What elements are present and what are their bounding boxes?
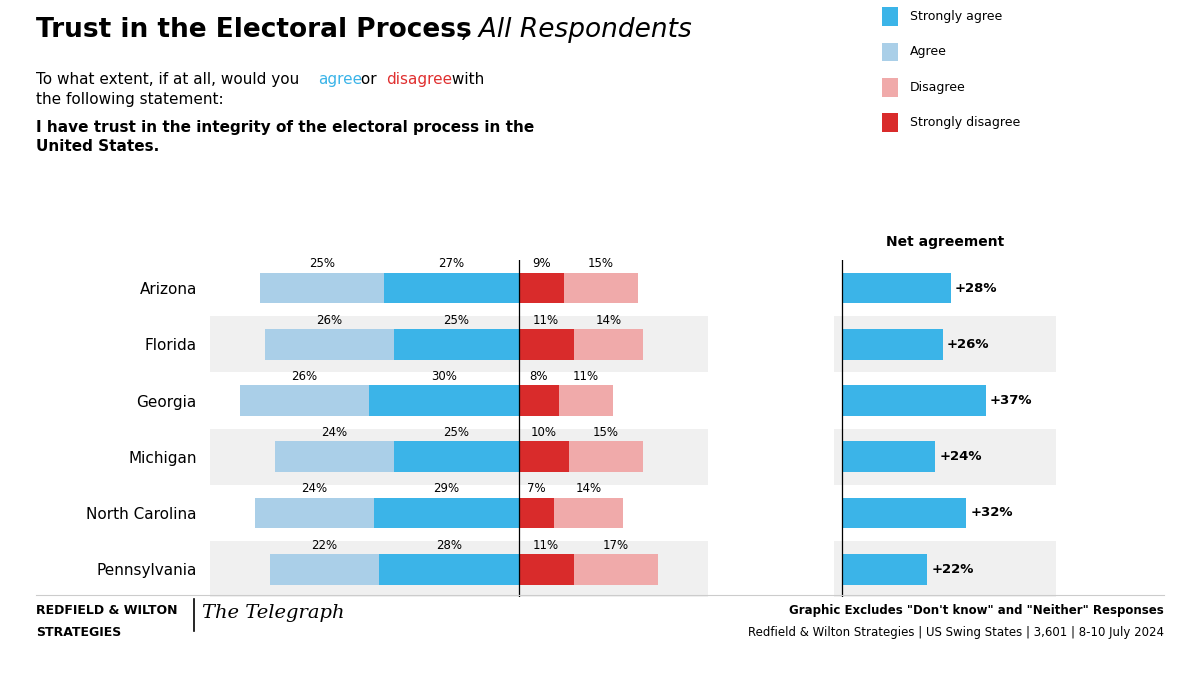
Text: agree: agree [318, 72, 362, 87]
Text: the following statement:: the following statement: [36, 92, 223, 107]
Text: 7%: 7% [527, 482, 546, 495]
Text: 29%: 29% [433, 482, 460, 495]
Text: Disagree: Disagree [910, 80, 965, 94]
Text: 14%: 14% [576, 482, 601, 495]
Bar [574, 329, 643, 360]
Bar [275, 441, 395, 472]
Text: Redfield & Wilton Strategies | US Swing States | 3,601 | 8-10 July 2024: Redfield & Wilton Strategies | US Swing … [748, 626, 1164, 639]
Bar [834, 485, 1056, 541]
Text: 22%: 22% [312, 539, 337, 551]
Bar [259, 273, 384, 304]
Text: 14%: 14% [595, 313, 622, 327]
Title: Net agreement: Net agreement [886, 235, 1004, 249]
Text: 9%: 9% [532, 257, 551, 270]
Text: Agree: Agree [910, 45, 947, 59]
Text: +26%: +26% [947, 338, 990, 351]
Text: 11%: 11% [533, 539, 559, 551]
Bar [395, 329, 518, 360]
Bar [270, 554, 379, 585]
Text: or: or [356, 72, 382, 87]
Bar [384, 273, 518, 304]
Text: Strongly disagree: Strongly disagree [910, 115, 1020, 129]
Bar [841, 497, 966, 529]
Bar [518, 385, 559, 416]
Bar [841, 385, 986, 416]
Text: 26%: 26% [317, 313, 342, 327]
Text: +32%: +32% [971, 506, 1013, 520]
Text: 24%: 24% [322, 426, 348, 439]
Text: STRATEGIES: STRATEGIES [36, 626, 121, 639]
Bar [553, 497, 623, 529]
Bar [240, 385, 370, 416]
Bar [574, 554, 658, 585]
Text: +22%: +22% [931, 563, 973, 576]
Text: 8%: 8% [529, 370, 548, 383]
Text: The Telegraph: The Telegraph [202, 604, 344, 622]
Bar [834, 429, 1056, 485]
Text: 15%: 15% [588, 257, 614, 270]
Text: 15%: 15% [593, 426, 619, 439]
Bar [518, 441, 569, 472]
Bar [210, 373, 708, 429]
Bar [564, 273, 638, 304]
Bar [834, 316, 1056, 373]
Text: 17%: 17% [602, 539, 629, 551]
Text: with: with [448, 72, 485, 87]
Text: 24%: 24% [301, 482, 328, 495]
Bar [395, 441, 518, 472]
Bar [834, 260, 1056, 316]
Bar [518, 273, 564, 304]
Text: REDFIELD & WILTON: REDFIELD & WILTON [36, 604, 178, 617]
Bar [559, 385, 613, 416]
Bar [210, 316, 708, 373]
Bar [374, 497, 518, 529]
Bar [841, 554, 928, 585]
Bar [210, 260, 708, 316]
Bar [379, 554, 518, 585]
Bar [834, 541, 1056, 597]
Bar [254, 497, 374, 529]
Text: To what extent, if at all, would you: To what extent, if at all, would you [36, 72, 304, 87]
Bar [518, 554, 574, 585]
Bar [841, 273, 950, 304]
Text: 25%: 25% [444, 313, 469, 327]
Bar [841, 329, 943, 360]
Bar [841, 441, 935, 472]
Bar [210, 485, 708, 541]
Text: +24%: +24% [940, 450, 982, 463]
Text: 25%: 25% [444, 426, 469, 439]
Bar [265, 329, 395, 360]
Bar [370, 385, 518, 416]
Text: , All Respondents: , All Respondents [462, 17, 691, 43]
Text: 28%: 28% [436, 539, 462, 551]
Text: disagree: disagree [386, 72, 452, 87]
Text: +28%: +28% [955, 281, 997, 294]
Text: Trust in the Electoral Process, All Respondents: Trust in the Electoral Process, All Resp… [36, 17, 649, 43]
Text: Graphic Excludes "Don't know" and "Neither" Responses: Graphic Excludes "Don't know" and "Neith… [790, 604, 1164, 617]
Text: 11%: 11% [572, 370, 599, 383]
Text: 10%: 10% [530, 426, 557, 439]
Text: 27%: 27% [438, 257, 464, 270]
Text: 30%: 30% [431, 370, 457, 383]
Bar [834, 373, 1056, 429]
Text: Strongly agree: Strongly agree [910, 10, 1002, 24]
Text: 26%: 26% [292, 370, 318, 383]
Bar [518, 329, 574, 360]
Bar [210, 429, 708, 485]
Bar [569, 441, 643, 472]
Text: I have trust in the integrity of the electoral process in the
United States.: I have trust in the integrity of the ele… [36, 120, 534, 155]
Text: 11%: 11% [533, 313, 559, 327]
Text: Trust in the Electoral Process: Trust in the Electoral Process [36, 17, 472, 43]
Bar [518, 497, 553, 529]
Bar [210, 541, 708, 597]
Text: +37%: +37% [990, 394, 1032, 407]
Text: 25%: 25% [310, 257, 335, 270]
